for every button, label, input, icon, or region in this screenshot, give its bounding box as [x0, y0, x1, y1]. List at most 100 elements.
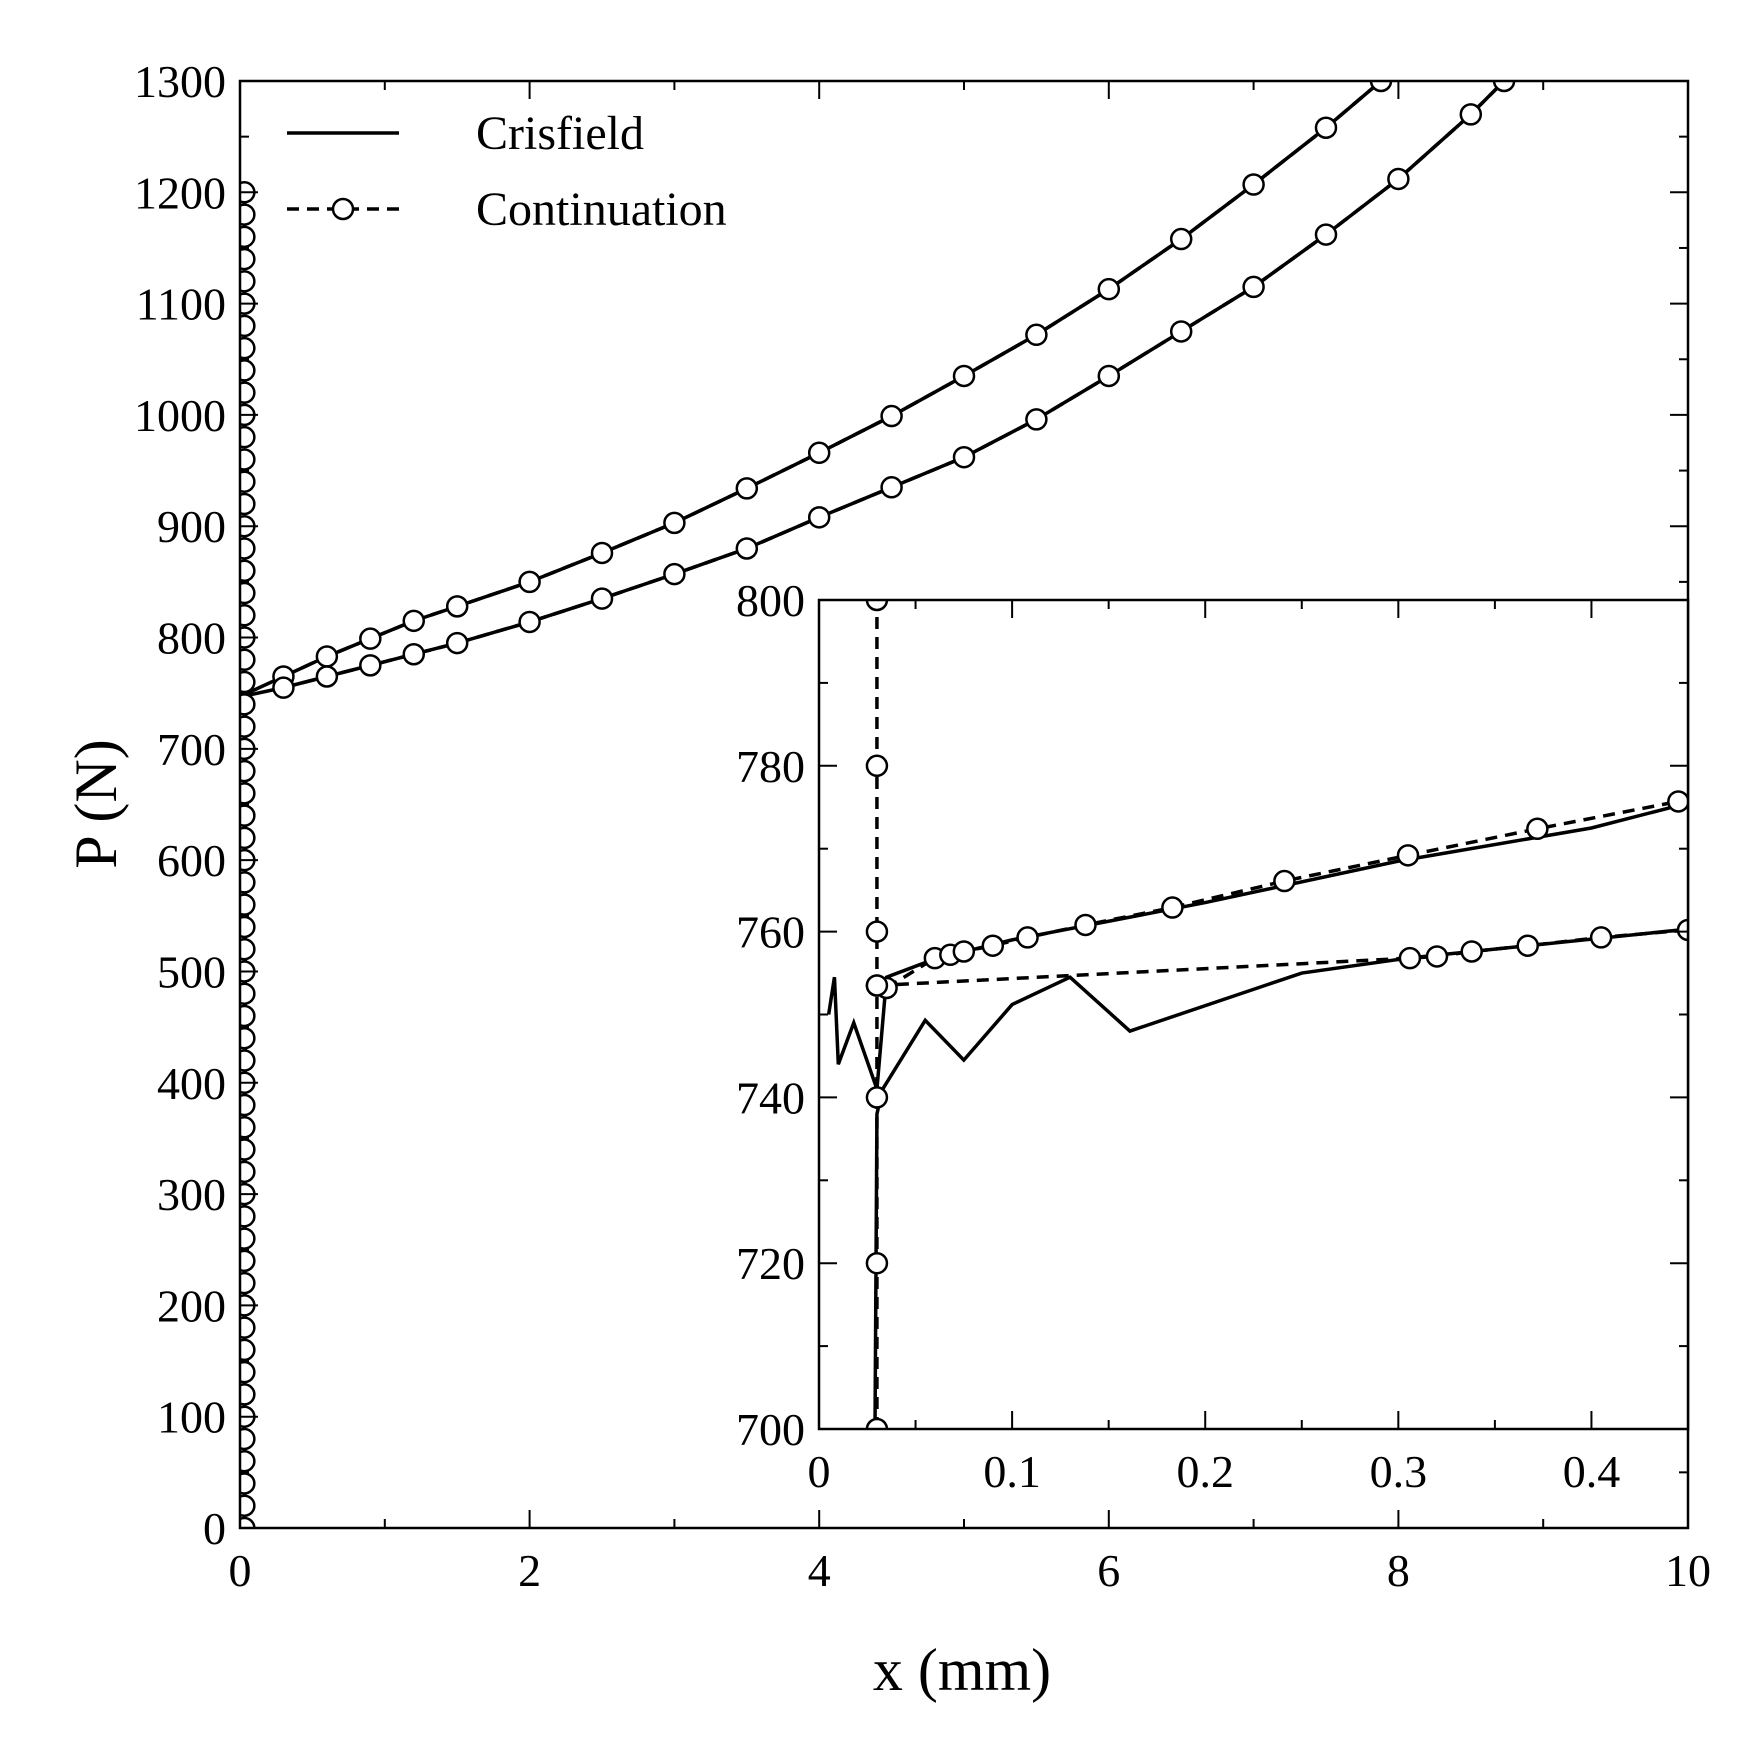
- marker: [1676, 918, 1688, 942]
- marker: [952, 445, 976, 469]
- x-axis-label: x (mm): [873, 1637, 1051, 1703]
- marker: [1526, 817, 1549, 841]
- marker: [240, 715, 256, 738]
- y-tick-label: 600: [157, 835, 226, 886]
- legend-marker: [331, 197, 355, 221]
- marker: [402, 642, 426, 666]
- x-tick-label: 0: [229, 1545, 252, 1596]
- marker: [240, 492, 256, 516]
- legend-label: Crisfield: [476, 107, 644, 160]
- marker: [240, 1383, 256, 1406]
- marker: [240, 937, 256, 961]
- marker: [1025, 408, 1048, 431]
- y-tick-label: 200: [157, 1280, 226, 1331]
- marker: [1074, 913, 1097, 937]
- marker: [240, 537, 256, 560]
- marker: [1387, 167, 1410, 191]
- marker: [240, 1338, 256, 1362]
- marker: [240, 604, 256, 627]
- x-tick-label: 0.2: [1176, 1446, 1234, 1497]
- marker: [240, 670, 256, 694]
- marker: [735, 537, 759, 560]
- marker: [1169, 320, 1193, 343]
- marker: [240, 804, 256, 827]
- marker: [807, 506, 831, 529]
- y-tick-label: 400: [157, 1058, 226, 1109]
- marker: [518, 570, 541, 594]
- marker: [865, 754, 889, 778]
- marker: [240, 1271, 256, 1295]
- marker: [240, 1049, 256, 1072]
- marker: [663, 511, 686, 535]
- marker: [240, 1026, 256, 1050]
- marker: [1492, 81, 1516, 93]
- marker: [981, 934, 1005, 957]
- marker: [1161, 896, 1184, 919]
- marker: [240, 1249, 256, 1273]
- marker: [240, 314, 256, 338]
- marker: [315, 665, 339, 688]
- marker: [240, 1472, 256, 1495]
- marker: [1425, 945, 1449, 968]
- marker: [1459, 103, 1483, 126]
- marker: [1589, 926, 1613, 949]
- marker: [1242, 275, 1265, 299]
- marker: [240, 559, 256, 583]
- marker: [240, 470, 256, 493]
- marker: [865, 1417, 889, 1429]
- marker: [240, 1316, 256, 1339]
- marker: [240, 1004, 256, 1028]
- y-tick-label: 800: [736, 575, 805, 626]
- y-tick-label: 700: [157, 724, 226, 775]
- x-tick-label: 0.1: [983, 1446, 1041, 1497]
- x-tick-label: 8: [1387, 1545, 1410, 1596]
- marker: [240, 1116, 256, 1139]
- marker: [1242, 173, 1265, 196]
- marker: [880, 476, 903, 499]
- marker: [1016, 926, 1039, 949]
- marker: [1369, 81, 1393, 93]
- marker: [590, 587, 614, 610]
- marker: [240, 693, 256, 716]
- marker: [240, 1449, 256, 1473]
- y-tick-label: 900: [157, 501, 226, 552]
- y-tick-label: 700: [736, 1404, 805, 1455]
- marker: [952, 940, 976, 963]
- y-tick-label: 0: [203, 1503, 226, 1554]
- main-plot: 0 2 4 6 8 10010020030040050060070080090010001…: [134, 56, 1711, 1596]
- x-tick-label: 0: [808, 1446, 831, 1497]
- marker: [240, 826, 256, 850]
- marker: [240, 1093, 256, 1117]
- marker: [240, 1516, 256, 1528]
- x-tick-label: 6: [1097, 1545, 1120, 1596]
- marker: [445, 595, 469, 618]
- marker: [1314, 223, 1338, 246]
- marker: [240, 871, 256, 894]
- marker: [1460, 940, 1483, 963]
- marker: [1314, 116, 1338, 139]
- marker: [240, 1360, 256, 1384]
- marker: [359, 654, 382, 677]
- marker: [240, 1138, 256, 1161]
- marker: [315, 645, 339, 668]
- marker: [1396, 844, 1420, 867]
- marker: [240, 425, 256, 449]
- marker: [865, 1251, 889, 1275]
- legend: Crisfield Continuation: [287, 107, 727, 236]
- marker: [1097, 364, 1121, 388]
- marker: [590, 541, 614, 565]
- x-tick-label: 2: [518, 1545, 541, 1596]
- inset-background: [819, 600, 1688, 1429]
- marker: [240, 982, 256, 1005]
- marker: [865, 974, 889, 997]
- x-tick-label: 0.3: [1370, 1446, 1428, 1497]
- marker: [1169, 227, 1193, 251]
- marker: [240, 336, 256, 360]
- marker: [1025, 323, 1048, 347]
- marker: [240, 782, 256, 805]
- y-tick-label: 100: [157, 1392, 226, 1443]
- marker: [518, 610, 541, 634]
- y-tick-label: 300: [157, 1169, 226, 1220]
- marker: [1667, 790, 1688, 813]
- y-tick-label: 500: [157, 946, 226, 997]
